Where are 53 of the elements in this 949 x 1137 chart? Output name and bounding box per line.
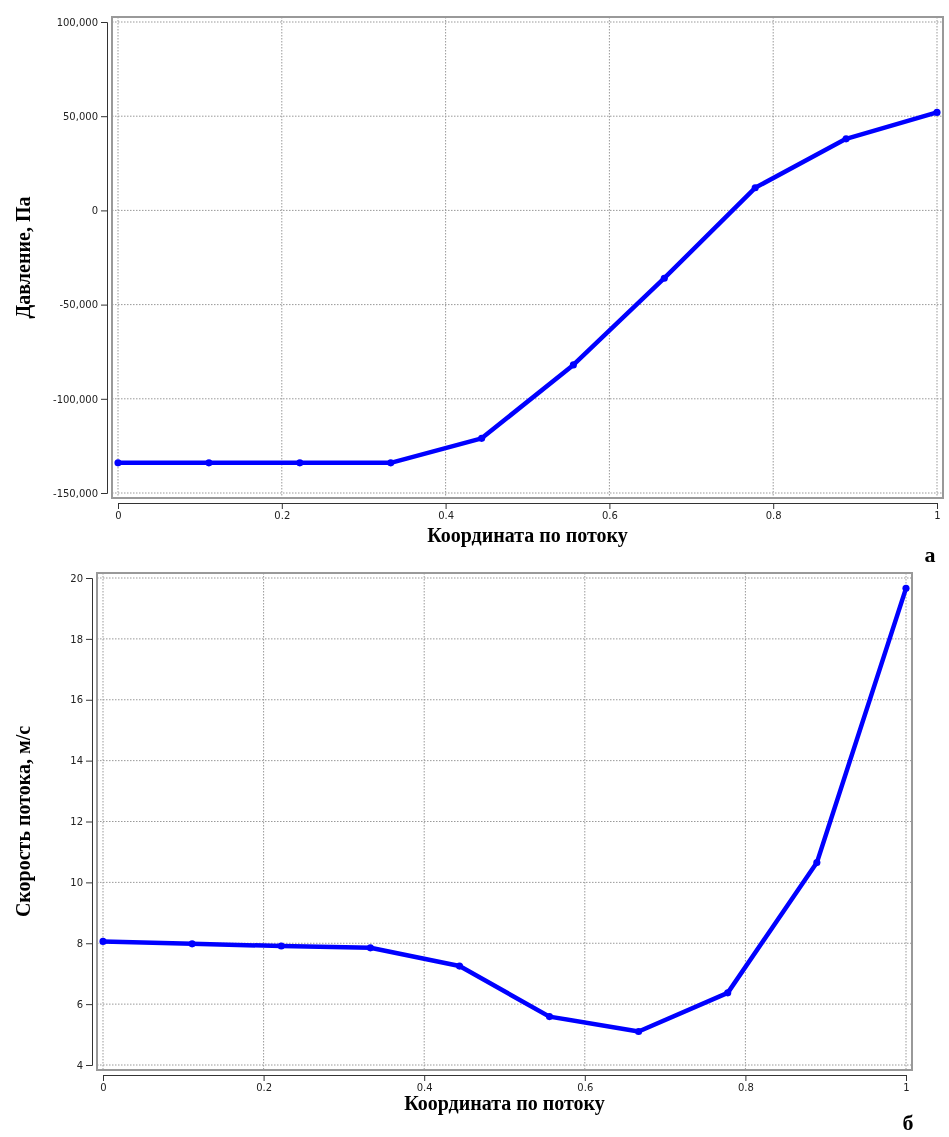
y-tick-label: 20 — [70, 572, 83, 584]
text: а — [924, 542, 936, 567]
x-tick-label: 0.8 — [765, 510, 782, 522]
point — [99, 937, 107, 945]
y-tick-label: 10 — [70, 877, 83, 889]
y-tick-label: 6 — [76, 998, 83, 1010]
point — [813, 859, 821, 867]
point — [478, 434, 486, 442]
point — [660, 274, 668, 282]
point — [277, 942, 285, 950]
point — [724, 989, 732, 997]
x-tick-label: 1 — [903, 1082, 910, 1094]
x-tick-label: 0.2 — [256, 1082, 273, 1094]
y-tick-label: 100,000 — [56, 16, 98, 28]
x-tick-label: 0.2 — [274, 510, 291, 522]
x-tick-label: 0.6 — [577, 1082, 594, 1094]
x-axis-title: Координата по потоку — [404, 1092, 605, 1115]
x-tick-label: 0 — [115, 510, 122, 522]
x-tick-label: 0 — [100, 1082, 107, 1094]
point — [545, 1013, 554, 1021]
point — [933, 108, 941, 116]
y-tick-label: 12 — [70, 816, 83, 828]
point — [569, 361, 577, 369]
y-tick-label: -100,000 — [53, 393, 98, 405]
point — [366, 944, 374, 952]
y-axis-title: Давление, Па — [12, 196, 35, 319]
y-tick-label: -50,000 — [59, 299, 98, 311]
point — [114, 459, 122, 467]
text: б — [902, 1110, 914, 1135]
y-tick-label: -150,000 — [53, 487, 98, 499]
x-tick-label: 1 — [934, 510, 941, 522]
x-tick-label: 0.8 — [737, 1082, 754, 1094]
x-tick-label: 0.4 — [438, 510, 455, 522]
y-tick-label: 8 — [76, 937, 83, 949]
y-tick-label: 16 — [70, 694, 83, 706]
x-axis-title: Координата по потоку — [427, 524, 628, 547]
point — [205, 459, 213, 467]
point — [296, 459, 304, 467]
y-tick-label: 50,000 — [63, 110, 98, 122]
point — [635, 1027, 643, 1036]
point — [902, 584, 910, 592]
x-tick-label: 0.4 — [416, 1082, 433, 1094]
y-tick-label: 14 — [70, 755, 83, 767]
x-tick-label: 0.6 — [601, 510, 618, 522]
y-axis-title: Скорость потока, м/с — [12, 725, 35, 918]
y-tick-label: 4 — [76, 1059, 83, 1071]
point — [387, 459, 395, 467]
point — [188, 940, 196, 948]
y-tick-label: 0 — [91, 205, 98, 217]
point — [751, 184, 759, 192]
y-tick-label: 18 — [70, 633, 83, 645]
point — [455, 962, 464, 970]
point — [842, 135, 850, 143]
